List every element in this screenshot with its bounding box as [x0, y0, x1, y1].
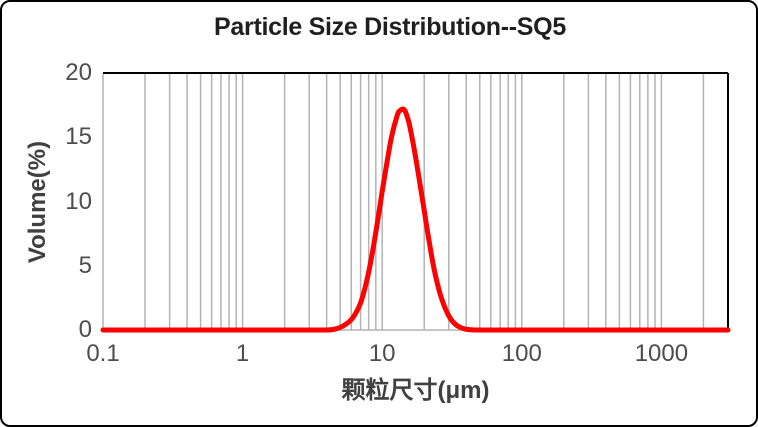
y-tick-label: 5	[78, 251, 92, 279]
x-tick-label: 100	[501, 340, 542, 367]
y-tick-label: 15	[65, 123, 92, 151]
y-tick-label: 20	[65, 59, 92, 86]
data-curve	[100, 106, 731, 333]
x-tick-label: 1	[235, 340, 250, 367]
x-tick-label: 0.1	[86, 340, 120, 367]
chart-title: Particle Size Distribution--SQ5	[214, 13, 566, 41]
y-tick-label: 10	[65, 187, 92, 215]
y-tick-label: 0	[78, 316, 92, 343]
x-axis-title: 颗粒尺寸(μm)	[341, 377, 490, 404]
x-tick-label: 10	[368, 340, 396, 367]
x-tick-label: 1000	[634, 340, 689, 367]
